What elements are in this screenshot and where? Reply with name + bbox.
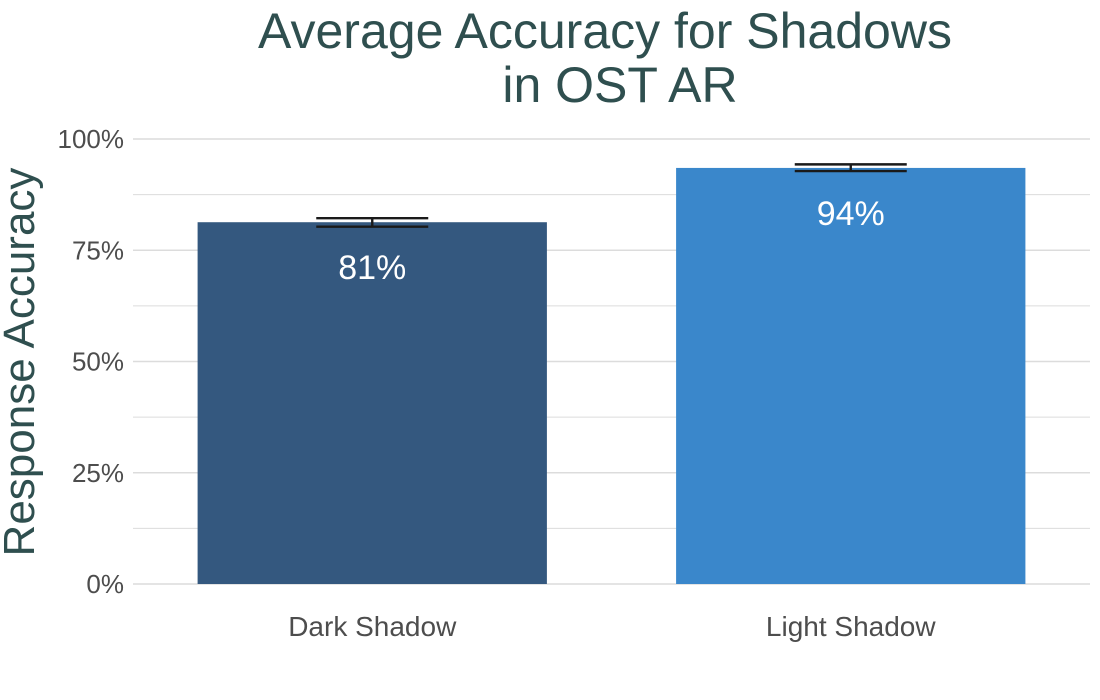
y-axis-label: Response Accuracy <box>0 168 44 557</box>
data-label: 94% <box>817 195 885 233</box>
chart-title: Average Accuracy for Shadows in OST AR <box>258 3 952 113</box>
y-tick-label: 75% <box>72 235 124 265</box>
error-bar <box>794 163 907 173</box>
y-tick-label: 50% <box>72 347 124 377</box>
y-tick-label: 100% <box>58 124 125 154</box>
error-bars <box>316 163 907 228</box>
chart-title-line-1: Average Accuracy for Shadows <box>258 3 952 59</box>
x-category-label: Dark Shadow <box>288 611 457 642</box>
y-tick-label: 0% <box>86 569 124 599</box>
data-label: 81% <box>338 249 406 287</box>
bar-light-shadow <box>676 167 1026 585</box>
x-category-label: Light Shadow <box>766 611 936 642</box>
error-bar <box>316 217 429 228</box>
data-labels: 81% 94% <box>338 195 885 287</box>
y-tick-label: 25% <box>72 458 124 488</box>
bar-dark-shadow <box>197 222 547 584</box>
bars <box>197 167 1026 585</box>
y-axis-ticks: 0% 25% 50% 75% 100% <box>58 124 125 599</box>
x-axis-categories: Dark Shadow Light Shadow <box>288 611 936 642</box>
chart-title-line-2: in OST AR <box>502 57 737 113</box>
